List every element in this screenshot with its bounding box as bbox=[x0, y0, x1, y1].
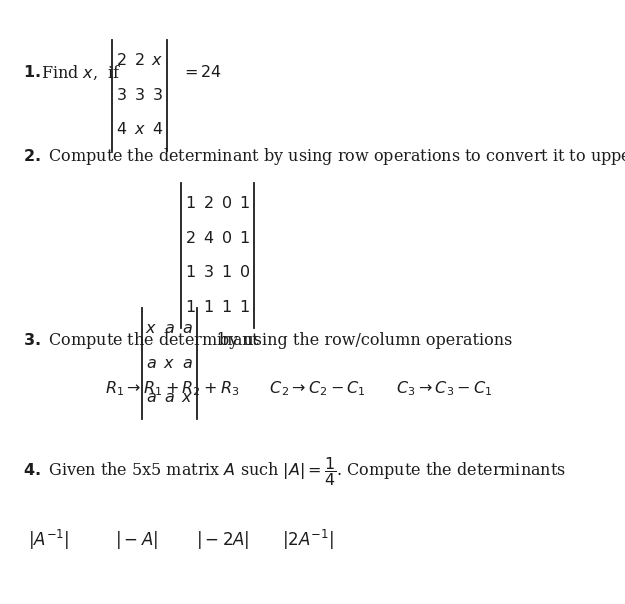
Text: $3$: $3$ bbox=[203, 265, 214, 281]
Text: $2$: $2$ bbox=[116, 53, 127, 69]
Text: $3$: $3$ bbox=[152, 87, 162, 104]
Text: $a$: $a$ bbox=[164, 390, 175, 406]
Text: $a$: $a$ bbox=[164, 320, 175, 337]
Text: $0$: $0$ bbox=[221, 195, 232, 212]
Text: $1$: $1$ bbox=[221, 299, 232, 316]
Text: $|-2A|$: $|-2A|$ bbox=[196, 529, 249, 551]
Text: $|A^{-1}|$: $|A^{-1}|$ bbox=[28, 528, 69, 552]
Text: $a$: $a$ bbox=[146, 355, 157, 372]
Text: $R_1 \rightarrow R_1 + R_2 + R_3 \quad\quad C_2 \rightarrow C_2 - C_1 \quad\quad: $R_1 \rightarrow R_1 + R_2 + R_3 \quad\q… bbox=[105, 379, 492, 397]
Text: $|2A^{-1}|$: $|2A^{-1}|$ bbox=[282, 528, 334, 552]
Text: $1$: $1$ bbox=[239, 299, 250, 316]
Text: $1$: $1$ bbox=[221, 265, 232, 281]
Text: $0$: $0$ bbox=[239, 265, 250, 281]
Text: $= 24$: $= 24$ bbox=[181, 64, 222, 81]
Text: $4$: $4$ bbox=[116, 121, 128, 138]
Text: Find $x$,  if: Find $x$, if bbox=[41, 63, 121, 82]
Text: $1$: $1$ bbox=[185, 195, 196, 212]
Text: $1$: $1$ bbox=[203, 299, 214, 316]
Text: $1$: $1$ bbox=[185, 265, 196, 281]
Text: $x$: $x$ bbox=[163, 355, 176, 372]
Text: by using the row/column operations: by using the row/column operations bbox=[219, 332, 512, 349]
Text: $3$: $3$ bbox=[116, 87, 127, 104]
Text: $x$: $x$ bbox=[134, 121, 146, 138]
Text: $4$: $4$ bbox=[152, 121, 163, 138]
Text: $a$: $a$ bbox=[146, 390, 157, 406]
Text: $x$: $x$ bbox=[181, 390, 193, 406]
Text: $\mathbf{3.}$ Compute the determinant: $\mathbf{3.}$ Compute the determinant bbox=[22, 330, 260, 351]
Text: $\mathbf{2.}$ Compute the determinant by using row operations to convert it to u: $\mathbf{2.}$ Compute the determinant by… bbox=[22, 146, 625, 167]
Text: $a$: $a$ bbox=[182, 355, 192, 372]
Text: $x$: $x$ bbox=[151, 53, 164, 69]
Text: $1$: $1$ bbox=[239, 230, 250, 247]
Text: $4$: $4$ bbox=[203, 230, 214, 247]
Text: $a$: $a$ bbox=[182, 320, 192, 337]
Text: $\mathbf{4.}$ Given the 5x5 matrix $A$ such $|A|=\dfrac{1}{4}$. Compute the dete: $\mathbf{4.}$ Given the 5x5 matrix $A$ s… bbox=[22, 455, 566, 488]
Text: $2$: $2$ bbox=[186, 230, 196, 247]
Text: $2$: $2$ bbox=[203, 195, 214, 212]
Text: $|-A|$: $|-A|$ bbox=[115, 529, 158, 551]
Text: $1$: $1$ bbox=[239, 195, 250, 212]
Text: $3$: $3$ bbox=[134, 87, 145, 104]
Text: $\mathbf{1.}$: $\mathbf{1.}$ bbox=[22, 64, 41, 81]
Text: $2$: $2$ bbox=[134, 53, 145, 69]
Text: $0$: $0$ bbox=[221, 230, 232, 247]
Text: $x$: $x$ bbox=[146, 320, 158, 337]
Text: $1$: $1$ bbox=[185, 299, 196, 316]
